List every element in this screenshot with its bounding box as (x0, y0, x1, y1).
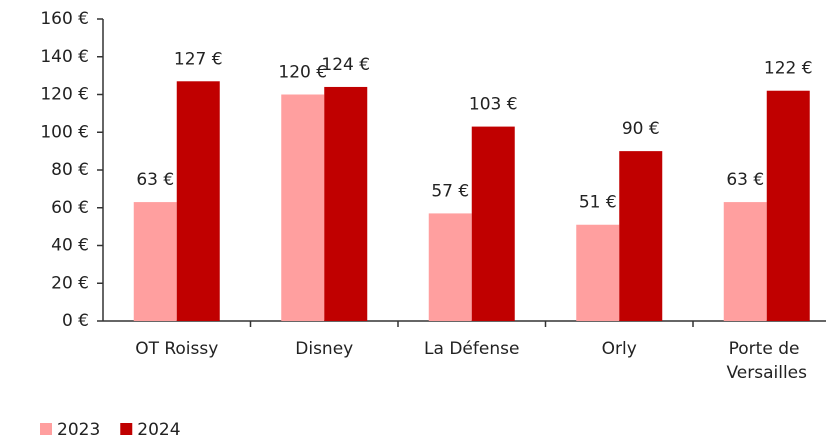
y-tick-label: 80 € (51, 160, 89, 180)
data-label: 63 € (726, 170, 764, 190)
bar (471, 126, 515, 322)
bar (723, 202, 767, 321)
data-label: 120 € (278, 63, 327, 83)
y-tick-label: 100 € (40, 122, 89, 142)
y-tick-label: 60 € (51, 198, 89, 218)
bar (176, 81, 220, 321)
legend-swatch (120, 423, 133, 435)
x-tick-label: OT Roissy (135, 339, 218, 359)
bar (133, 202, 177, 321)
x-tick-label: Orly (602, 339, 637, 359)
y-tick-label: 160 € (40, 9, 89, 29)
data-label: 103 € (469, 95, 518, 115)
data-label: 57 € (431, 181, 469, 201)
x-tick-label: La Défense (424, 339, 519, 359)
bar (576, 224, 620, 321)
bar (324, 86, 368, 321)
y-tick-label: 20 € (51, 273, 89, 293)
data-label: 51 € (579, 193, 617, 213)
bar (766, 90, 810, 321)
data-label: 63 € (136, 170, 174, 190)
y-tick-label: 0 € (62, 311, 89, 331)
y-tick-label: 140 € (40, 47, 89, 67)
data-label: 124 € (321, 55, 370, 75)
bar (619, 151, 663, 321)
x-tick-label: Disney (295, 339, 353, 359)
x-tick-label: Porte de Versailles (726, 339, 807, 383)
legend-label: 2023 (57, 420, 100, 439)
legend-swatch (40, 423, 52, 435)
y-tick-label: 120 € (40, 85, 89, 105)
y-tick-label: 40 € (51, 236, 89, 256)
data-label: 127 € (174, 49, 223, 69)
bar (428, 213, 472, 321)
legend-label: 2024 (137, 420, 180, 439)
data-label: 122 € (764, 59, 813, 79)
data-label: 90 € (622, 119, 660, 139)
bar (281, 94, 325, 321)
